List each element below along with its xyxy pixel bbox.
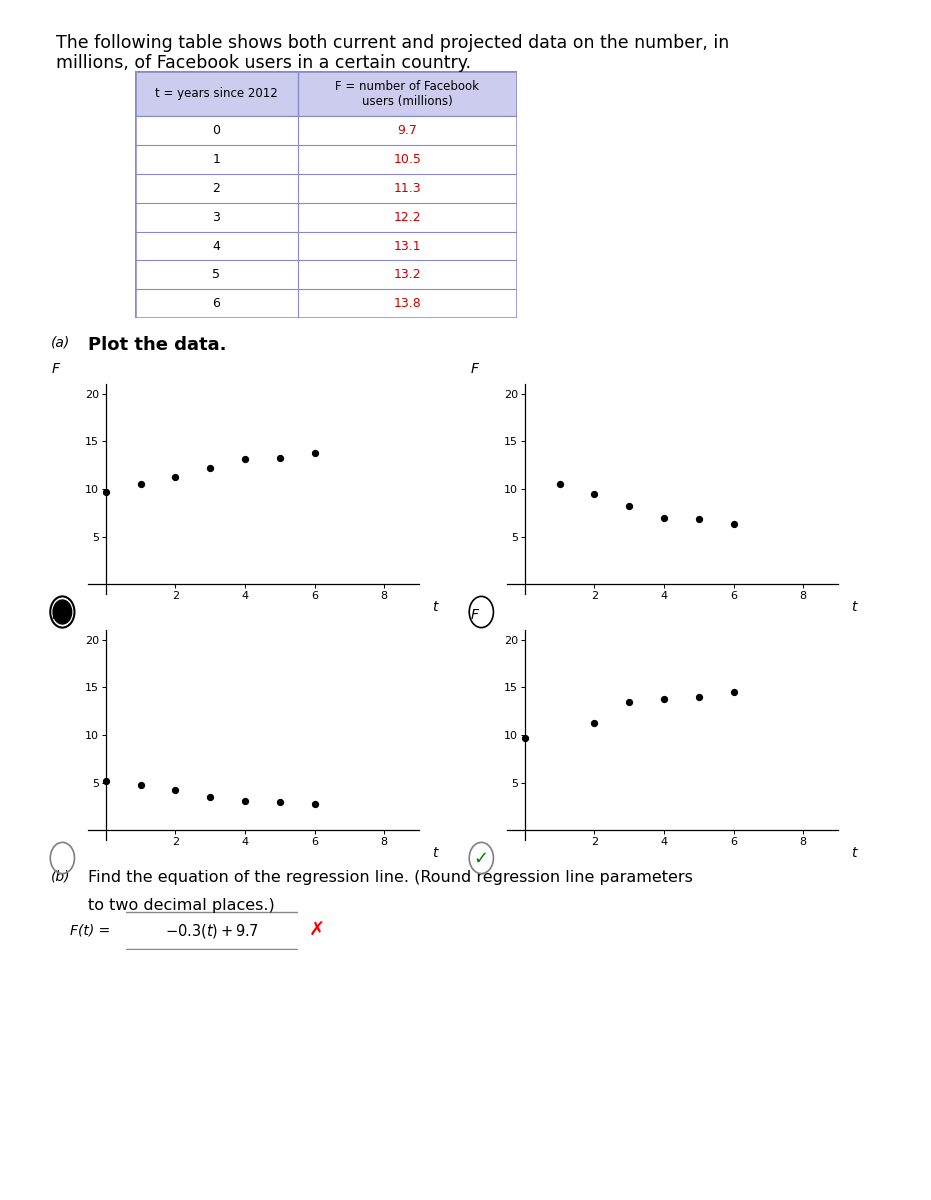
Point bbox=[273, 792, 288, 811]
Text: t: t bbox=[432, 846, 438, 859]
Text: 13.2: 13.2 bbox=[394, 269, 421, 281]
Text: F: F bbox=[470, 361, 479, 376]
Point bbox=[656, 508, 671, 527]
Text: 10.5: 10.5 bbox=[394, 154, 421, 166]
Text: F = number of Facebook
users (millions): F = number of Facebook users (millions) bbox=[335, 79, 479, 108]
Text: F: F bbox=[51, 607, 60, 622]
Point bbox=[552, 475, 567, 494]
Text: 2: 2 bbox=[212, 182, 221, 194]
Text: F: F bbox=[51, 361, 60, 376]
Point bbox=[307, 443, 322, 462]
Text: 1: 1 bbox=[212, 154, 221, 166]
Point bbox=[203, 787, 218, 806]
Text: to two decimal places.): to two decimal places.) bbox=[88, 898, 276, 912]
Point bbox=[133, 775, 148, 794]
Text: (b): (b) bbox=[51, 870, 71, 884]
Text: F(t) =: F(t) = bbox=[70, 923, 110, 937]
Point bbox=[203, 458, 218, 478]
Text: ✓: ✓ bbox=[474, 850, 489, 869]
Text: F: F bbox=[470, 607, 479, 622]
Text: 3: 3 bbox=[212, 211, 221, 223]
Point bbox=[726, 683, 741, 702]
Point bbox=[656, 689, 671, 708]
Point bbox=[133, 475, 148, 494]
Point bbox=[587, 484, 601, 503]
Point bbox=[622, 692, 637, 712]
Point bbox=[168, 781, 182, 800]
Text: 13.8: 13.8 bbox=[394, 298, 421, 310]
Point bbox=[237, 450, 252, 469]
Text: millions, of Facebook users in a certain country.: millions, of Facebook users in a certain… bbox=[56, 54, 471, 72]
FancyBboxPatch shape bbox=[124, 912, 300, 949]
Text: 11.3: 11.3 bbox=[394, 182, 421, 194]
Text: t = years since 2012: t = years since 2012 bbox=[155, 88, 277, 100]
Text: t: t bbox=[432, 600, 438, 613]
Point bbox=[99, 482, 114, 502]
Text: 5: 5 bbox=[212, 269, 221, 281]
Text: 0: 0 bbox=[212, 125, 221, 137]
Text: The following table shows both current and projected data on the number, in: The following table shows both current a… bbox=[56, 34, 729, 52]
Text: Find the equation of the regression line. (Round regression line parameters: Find the equation of the regression line… bbox=[88, 870, 694, 886]
Point bbox=[726, 515, 741, 534]
Text: 13.1: 13.1 bbox=[394, 240, 421, 252]
Text: (a): (a) bbox=[51, 336, 71, 350]
Text: t: t bbox=[851, 600, 857, 613]
Point bbox=[692, 688, 707, 707]
Point bbox=[622, 497, 637, 516]
Text: 12.2: 12.2 bbox=[394, 211, 421, 223]
Point bbox=[273, 449, 288, 468]
Text: t: t bbox=[851, 846, 857, 859]
Text: 9.7: 9.7 bbox=[398, 125, 417, 137]
Text: $-0.3(t) + 9.7$: $-0.3(t) + 9.7$ bbox=[165, 922, 259, 940]
Text: ✗: ✗ bbox=[309, 922, 326, 940]
Point bbox=[587, 713, 601, 732]
Point bbox=[307, 794, 322, 814]
Point bbox=[237, 791, 252, 810]
Point bbox=[518, 728, 533, 748]
Point bbox=[168, 467, 182, 486]
Point bbox=[99, 772, 114, 791]
Text: 4: 4 bbox=[212, 240, 221, 252]
Text: Plot the data.: Plot the data. bbox=[88, 336, 227, 354]
Point bbox=[692, 509, 707, 528]
Text: 6: 6 bbox=[212, 298, 221, 310]
